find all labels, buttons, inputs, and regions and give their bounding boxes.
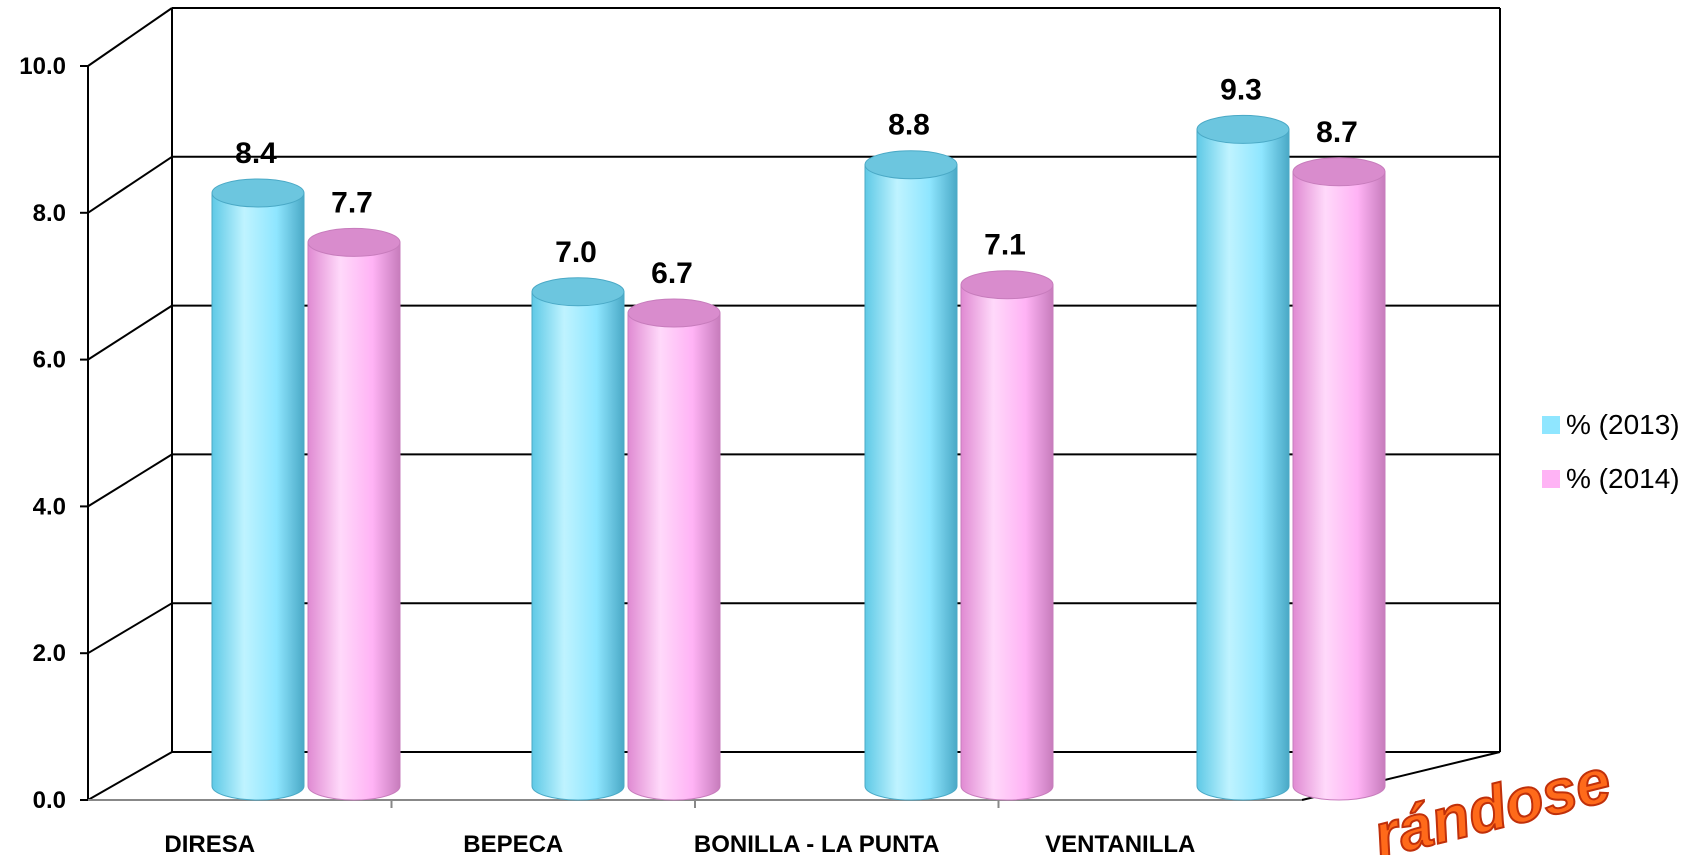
bar-body bbox=[531, 291, 625, 801]
bar-top bbox=[1292, 157, 1386, 187]
side-wall-gridline bbox=[87, 155, 173, 214]
side-wall-gridline bbox=[87, 304, 173, 361]
data-label: 7.7 bbox=[331, 186, 373, 219]
legend-swatch bbox=[1542, 470, 1560, 488]
bar bbox=[211, 178, 305, 801]
data-label: 8.8 bbox=[888, 109, 930, 142]
bar-body bbox=[960, 284, 1054, 801]
side-wall-gridline bbox=[87, 751, 173, 801]
bar-body bbox=[627, 312, 721, 801]
bar-top bbox=[307, 227, 401, 257]
bar-body bbox=[1196, 128, 1290, 801]
y-tick-label: 0.0 bbox=[33, 787, 66, 814]
side-wall-gridline bbox=[87, 453, 173, 508]
bar bbox=[531, 277, 625, 801]
x-tick-label: VENTANILLA bbox=[1045, 831, 1195, 855]
side-wall-gridline bbox=[87, 7, 173, 67]
bar-top bbox=[531, 277, 625, 307]
legend-swatch bbox=[1542, 416, 1560, 434]
data-label: 8.4 bbox=[235, 137, 277, 170]
bar bbox=[627, 298, 721, 801]
bar-top bbox=[627, 298, 721, 328]
x-tick-label: BONILLA - LA PUNTA bbox=[694, 831, 940, 855]
y-tick-label: 4.0 bbox=[33, 493, 66, 520]
legend-label: % (2013) bbox=[1566, 409, 1680, 440]
overlay-stamp-text: rándose bbox=[1367, 746, 1618, 855]
y-tick-label: 10.0 bbox=[19, 53, 66, 80]
y-tick-label: 6.0 bbox=[33, 347, 66, 374]
bar-top bbox=[1196, 114, 1290, 144]
chart-legend: % (2013) % (2014) bbox=[1542, 409, 1680, 494]
bar bbox=[960, 270, 1054, 801]
bar-body bbox=[1292, 171, 1386, 801]
bar-top bbox=[960, 270, 1054, 300]
data-label: 8.7 bbox=[1316, 116, 1358, 149]
x-tick-label: DIRESA bbox=[164, 831, 255, 855]
bar bbox=[1292, 157, 1386, 801]
data-label: 9.3 bbox=[1220, 73, 1262, 106]
y-axis-ticks: 0.0 2.0 4.0 6.0 8.0 10.0 bbox=[19, 53, 88, 814]
x-axis-labels: DIRESA BEPECA BONILLA - LA PUNTA VENTANILLA bbox=[164, 800, 1195, 855]
chart-bars: 8.4 7.0 8.8 9.3 7.7 6.7 7.1 8.7 bbox=[211, 73, 1386, 801]
x-tick-label: BEPECA bbox=[463, 831, 563, 855]
data-label: 7.0 bbox=[555, 236, 597, 269]
bar-body bbox=[307, 241, 401, 801]
bar bbox=[1196, 114, 1290, 801]
y-tick-label: 8.0 bbox=[33, 200, 66, 227]
legend-label: % (2014) bbox=[1566, 463, 1680, 494]
bar bbox=[307, 227, 401, 801]
data-label: 7.1 bbox=[984, 229, 1026, 262]
side-wall-gridline bbox=[87, 602, 173, 655]
y-tick-label: 2.0 bbox=[33, 640, 66, 667]
bar-top bbox=[211, 178, 305, 208]
bar-body bbox=[211, 192, 305, 801]
bar bbox=[864, 150, 958, 801]
bar-top bbox=[864, 150, 958, 180]
bar-body bbox=[864, 164, 958, 801]
data-label: 6.7 bbox=[651, 257, 693, 290]
